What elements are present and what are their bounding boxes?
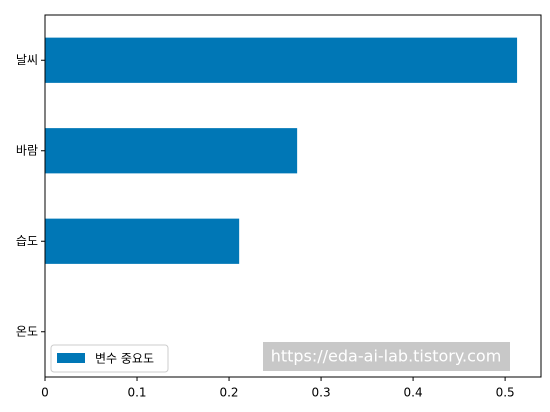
- legend-swatch: [57, 353, 85, 363]
- y-tick-label: 바람: [16, 143, 38, 157]
- x-tick-label: 0.3: [312, 386, 331, 400]
- y-tick-label: 습도: [16, 234, 38, 248]
- y-tick-label: 날씨: [16, 53, 38, 67]
- legend-label: 변수 중요도: [95, 352, 154, 366]
- y-tick-label: 온도: [16, 324, 38, 338]
- plot-frame: [44, 14, 542, 378]
- watermark-box: [263, 342, 510, 371]
- watermark: https://eda-ai-lab.tistory.com: [271, 347, 502, 366]
- x-tick-label: 0.1: [127, 386, 146, 400]
- x-tick-label: 0: [41, 386, 49, 400]
- bar: [45, 128, 298, 174]
- bar: [45, 37, 518, 83]
- x-tick-label: 0.5: [496, 386, 515, 400]
- legend-box: [50, 344, 169, 373]
- bar: [45, 218, 240, 264]
- x-tick-label: 0.2: [219, 386, 238, 400]
- x-tick-label: 0.4: [404, 386, 423, 400]
